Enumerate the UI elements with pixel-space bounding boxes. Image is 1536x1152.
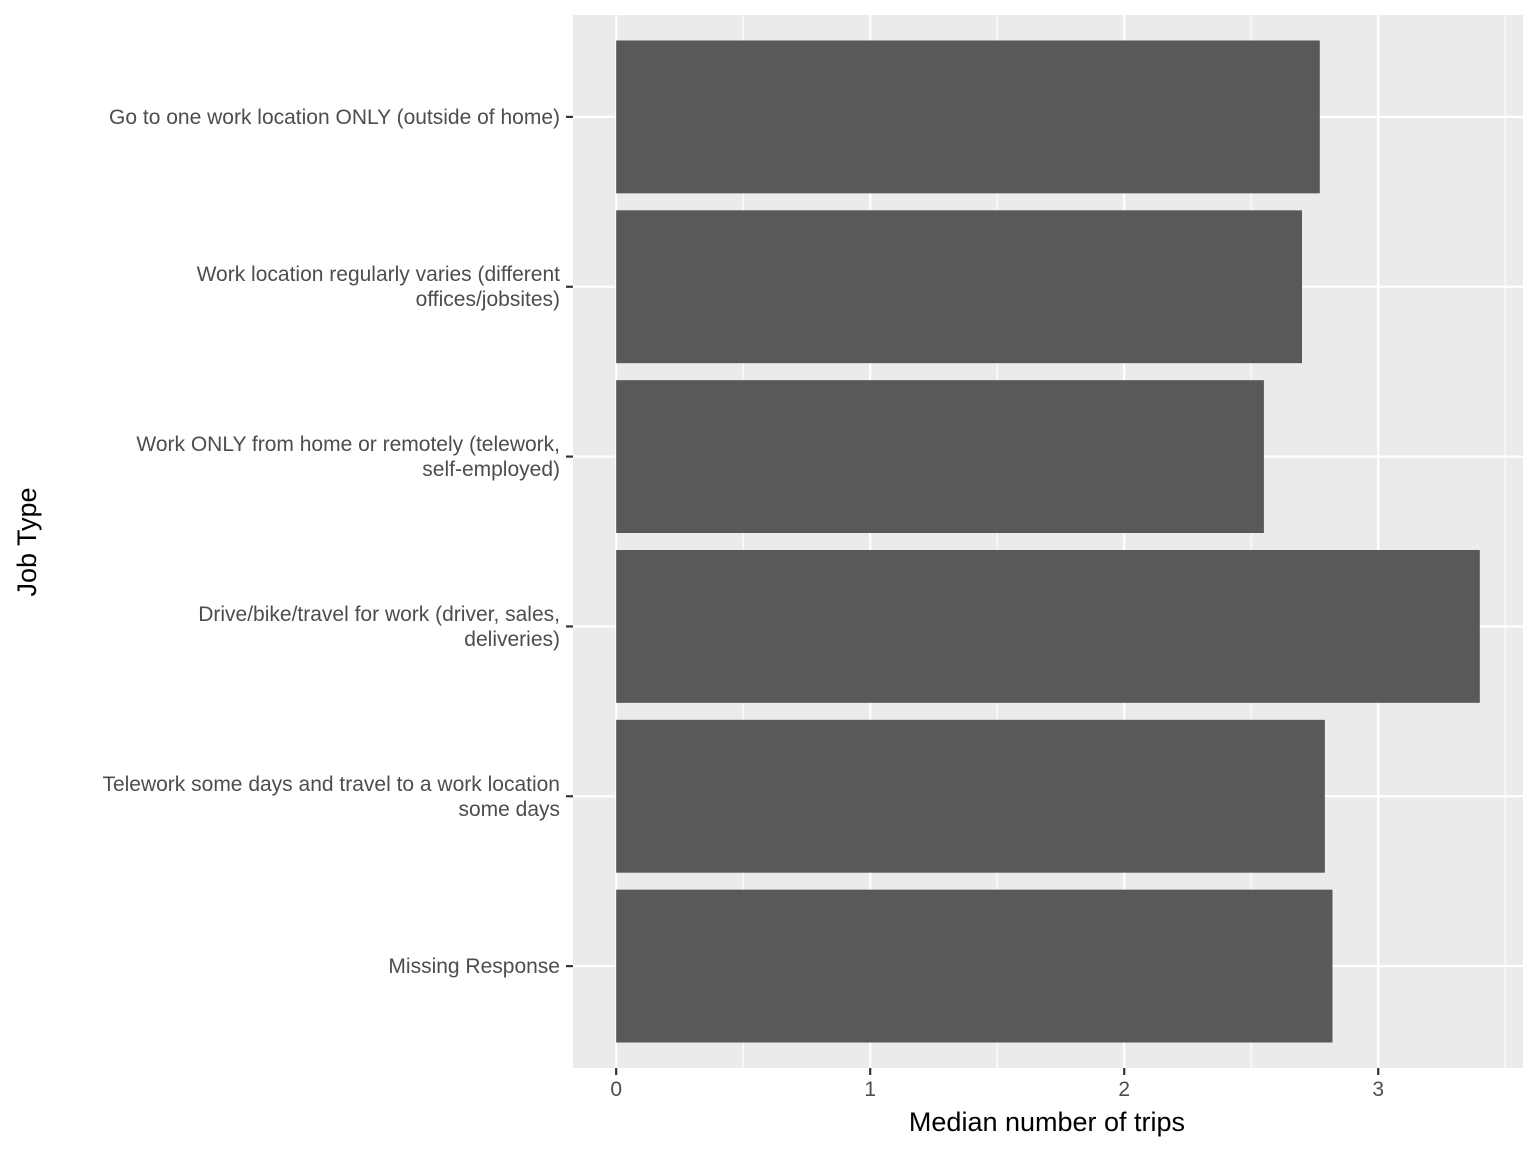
x-axis: 0 1 2 3 (610, 1068, 1384, 1101)
x-tick-label: 3 (1372, 1078, 1384, 1101)
y-tick-label-line: self-employed) (422, 458, 560, 481)
y-tick-label: Drive/bike/travel for work (driver, sale… (198, 603, 560, 651)
x-tick-label: 2 (1118, 1078, 1130, 1101)
y-tick-label: Telework some days and travel to a work … (102, 773, 560, 821)
y-axis: Go to one work location ONLY (outside of… (102, 106, 573, 978)
y-tick-label-line: offices/jobsites) (416, 288, 560, 311)
y-tick-label-line: deliveries) (464, 628, 560, 651)
bar (616, 380, 1264, 534)
x-axis-title: Median number of trips (909, 1107, 1185, 1137)
y-tick-label-line: Telework some days and travel to a work … (102, 773, 560, 796)
x-tick-label: 1 (864, 1078, 876, 1101)
y-tick-label-line: Drive/bike/travel for work (driver, sale… (198, 603, 560, 626)
y-tick-label-line: Work ONLY from home or remotely (telewor… (136, 433, 560, 456)
bar (616, 719, 1325, 873)
y-tick-label-line: Missing Response (388, 955, 560, 978)
y-axis-title: Job Type (12, 487, 42, 596)
y-tick-label-line: Work location regularly varies (differen… (197, 263, 561, 286)
y-tick-label: Work ONLY from home or remotely (telewor… (136, 433, 560, 481)
y-tick-label-line: some days (458, 798, 560, 821)
x-tick-label: 0 (610, 1078, 622, 1101)
bar (616, 549, 1480, 703)
y-tick-label: Work location regularly varies (differen… (197, 263, 561, 311)
bars (616, 40, 1480, 1043)
y-tick-label-line: Go to one work location ONLY (outside of… (109, 106, 560, 129)
bar (616, 210, 1303, 364)
y-tick-label: Missing Response (388, 955, 560, 978)
bar (616, 40, 1320, 194)
y-tick-label: Go to one work location ONLY (outside of… (109, 106, 560, 129)
bar (616, 889, 1333, 1043)
